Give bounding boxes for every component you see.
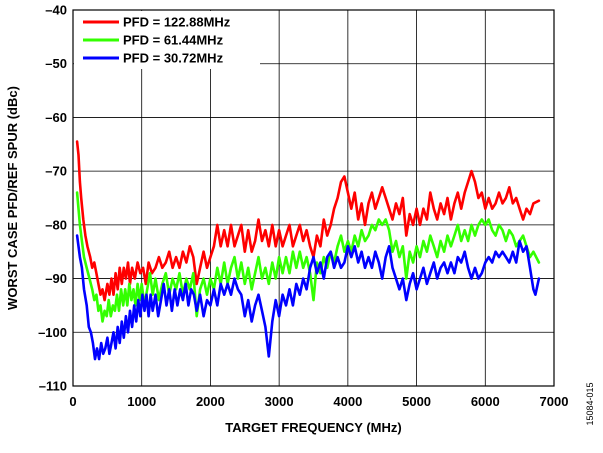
x-tick-label: 4000 — [333, 394, 362, 409]
figure-id: 15084-015 — [585, 382, 595, 425]
series-line-1 — [75, 140, 541, 302]
series-line-2 — [75, 191, 541, 323]
x-tick-label: 7000 — [540, 394, 569, 409]
x-tick-label: 3000 — [265, 394, 294, 409]
y-tick-label: –80 — [45, 217, 67, 232]
y-tick-label: –40 — [45, 3, 67, 18]
y-axis-title: WORST CASE PFD/REF SPUR (dBc) — [5, 86, 20, 310]
y-tick-label: –90 — [45, 271, 67, 286]
x-tick-label: 2000 — [196, 394, 225, 409]
y-tick-label: –100 — [38, 325, 67, 340]
tick-labels: 0 1000 2000 3000 4000 5000 6000 7000 –40 –50 –60 –7… — [38, 3, 568, 410]
x-tick-label: 1000 — [127, 394, 156, 409]
legend-label-2: PFD = 61.44MHz — [123, 33, 224, 48]
legend-label-1: PFD = 122.88MHz — [123, 15, 231, 30]
series-lines — [75, 140, 541, 361]
plot-frame — [72, 9, 555, 387]
x-tick-label: 0 — [69, 394, 76, 409]
legend-label-3: PFD = 30.72MHz — [123, 51, 224, 66]
y-tick-label: –60 — [45, 110, 67, 125]
x-tick-label: 5000 — [402, 394, 431, 409]
y-tick-label: –70 — [45, 164, 67, 179]
x-tick-label: 6000 — [471, 394, 500, 409]
x-axis-title: TARGET FREQUENCY (MHz) — [225, 420, 401, 435]
series-line-3 — [75, 234, 541, 361]
y-tick-label: –50 — [45, 56, 67, 71]
y-tick-label: –110 — [39, 379, 67, 394]
legend: PFD = 122.88MHz PFD = 61.44MHz PFD = 30.72… — [83, 15, 231, 66]
